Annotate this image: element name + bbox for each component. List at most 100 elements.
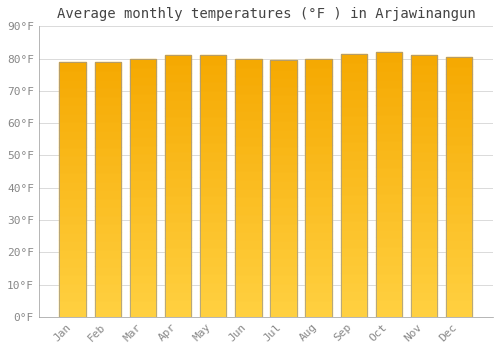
Bar [60,215,86,223]
Bar [411,230,438,238]
Bar [94,232,121,240]
Bar [270,146,296,154]
Bar [411,299,438,308]
Bar [60,62,86,317]
Bar [200,64,226,73]
Bar [60,257,86,266]
Bar [235,119,262,127]
Bar [60,189,86,198]
Bar [270,223,296,231]
Bar [376,193,402,202]
Bar [446,57,472,317]
Bar [306,274,332,282]
Bar [411,186,438,195]
Bar [306,58,332,317]
Bar [94,291,121,300]
Bar [200,186,226,195]
Bar [235,222,262,231]
Bar [235,248,262,257]
Bar [200,169,226,177]
Bar [376,52,402,317]
Bar [130,231,156,239]
Bar [306,196,332,205]
Bar [340,256,367,264]
Bar [340,238,367,247]
Bar [165,142,191,151]
Bar [340,273,367,282]
Bar [340,176,367,185]
Bar [411,82,438,90]
Bar [446,169,472,178]
Bar [94,130,121,138]
Bar [60,147,86,155]
Bar [411,55,438,317]
Bar [411,177,438,186]
Bar [130,170,156,179]
Bar [165,82,191,90]
Bar [60,274,86,283]
Bar [340,124,367,133]
Bar [340,299,367,308]
Bar [270,189,296,197]
Bar [376,158,402,167]
Bar [130,93,156,102]
Bar [270,60,296,69]
Bar [411,116,438,125]
Bar [94,257,121,266]
Bar [340,106,367,115]
Bar [130,102,156,110]
Bar [306,110,332,119]
Bar [130,265,156,274]
Bar [340,229,367,238]
Bar [235,214,262,222]
Bar [306,84,332,93]
Bar [200,221,226,230]
Bar [340,54,367,317]
Bar [200,308,226,317]
Bar [306,308,332,317]
Bar [235,58,262,317]
Bar [446,178,472,187]
Bar [165,169,191,177]
Bar [235,231,262,239]
Bar [200,212,226,221]
Bar [270,163,296,172]
Bar [270,308,296,317]
Bar [130,214,156,222]
Bar [130,248,156,257]
Bar [200,151,226,160]
Bar [306,153,332,162]
Bar [94,62,121,317]
Bar [94,274,121,283]
Bar [165,160,191,169]
Bar [235,170,262,179]
Bar [446,126,472,135]
Bar [376,132,402,140]
Bar [200,116,226,125]
Bar [376,202,402,211]
Bar [270,60,296,317]
Bar [165,256,191,265]
Bar [165,151,191,160]
Bar [446,291,472,300]
Bar [306,136,332,145]
Bar [200,177,226,186]
Bar [165,73,191,82]
Bar [60,62,86,70]
Bar [446,135,472,144]
Bar [446,57,472,317]
Bar [446,282,472,291]
Bar [165,308,191,317]
Bar [94,308,121,317]
Bar [270,205,296,214]
Bar [200,299,226,308]
Bar [270,214,296,223]
Bar [340,54,367,63]
Bar [60,198,86,206]
Bar [270,180,296,189]
Bar [446,256,472,265]
Bar [340,203,367,211]
Bar [130,58,156,67]
Title: Average monthly temperatures (°F ) in Arjawinangun: Average monthly temperatures (°F ) in Ar… [56,7,476,21]
Bar [270,103,296,112]
